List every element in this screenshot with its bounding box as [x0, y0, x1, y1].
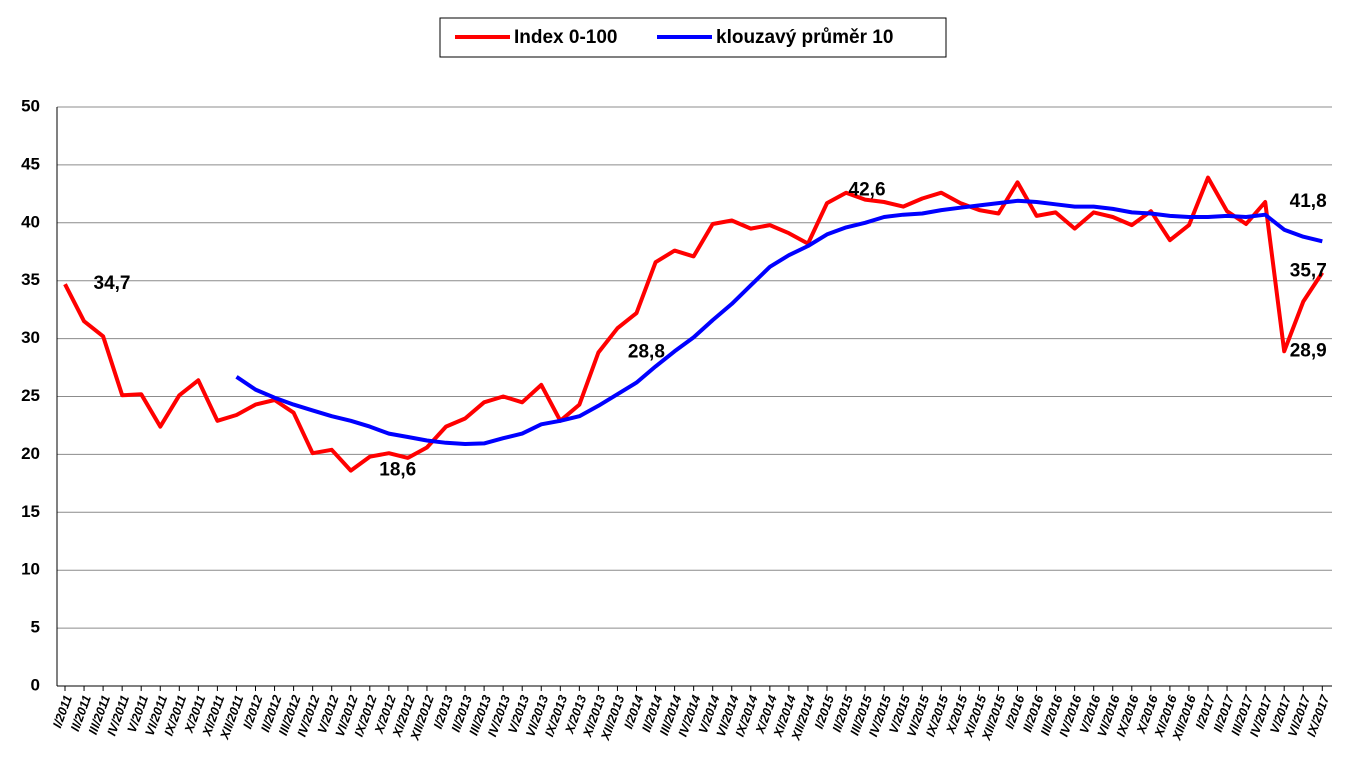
y-tick-label: 40 [21, 212, 40, 231]
series-line [63, 175, 1324, 473]
data-label: 18,6 [379, 460, 416, 481]
y-tick-label: 0 [31, 675, 40, 694]
y-tick-label: 10 [21, 560, 40, 579]
data-label: 28,9 [1290, 340, 1327, 361]
data-label: 41,8 [1290, 191, 1327, 212]
legend-label: Index 0-100 [514, 27, 618, 48]
data-label: 42,6 [849, 180, 886, 201]
y-tick-label: 20 [21, 444, 40, 463]
y-tick-label: 35 [21, 270, 40, 289]
y-tick-label: 25 [21, 386, 40, 405]
y-tick-label: 45 [21, 154, 40, 173]
data-label: 35,7 [1290, 261, 1327, 282]
data-label: 34,7 [94, 273, 131, 294]
y-tick-label: 30 [21, 328, 40, 347]
y-tick-label: 50 [21, 96, 40, 115]
y-tick-label: 5 [31, 618, 40, 637]
data-label: 28,8 [628, 342, 665, 363]
y-tick-label: 15 [21, 502, 40, 521]
series-line [235, 198, 1323, 446]
legend-label: klouzavý průměr 10 [716, 27, 893, 48]
